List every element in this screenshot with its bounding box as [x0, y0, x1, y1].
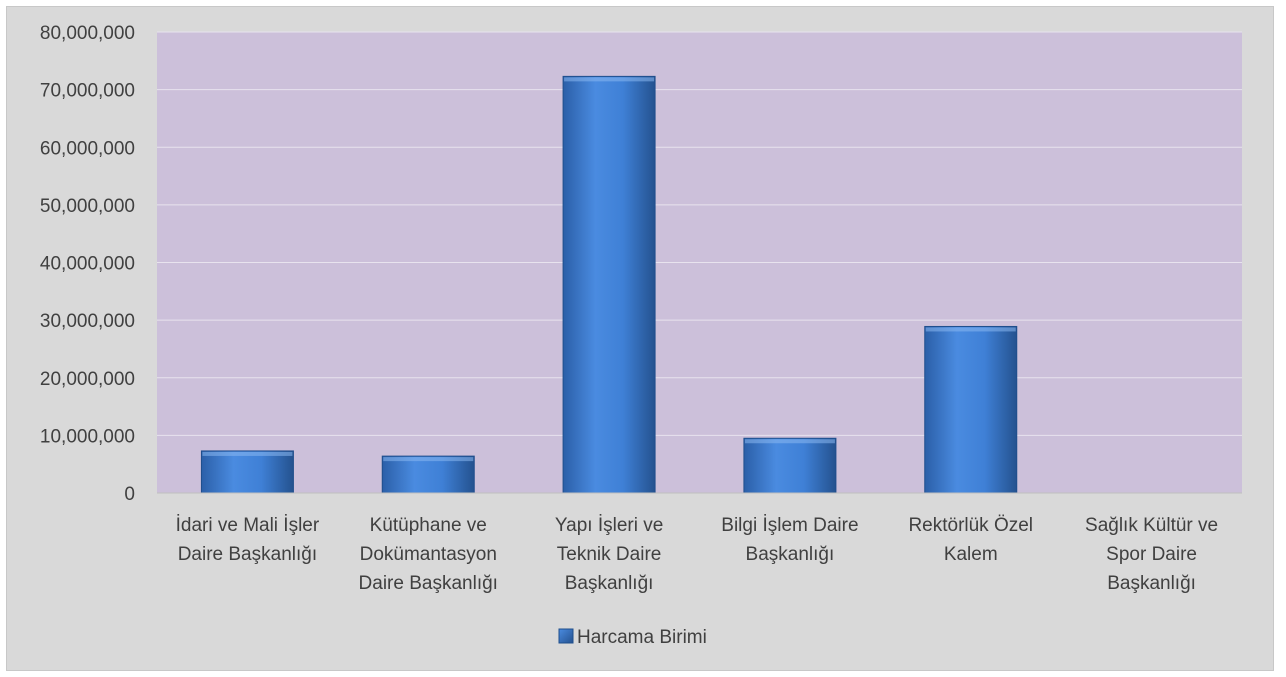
y-tick-label: 20,000,000: [40, 369, 135, 390]
legend-label: Harcama Birimi: [577, 627, 707, 648]
y-tick-label: 50,000,000: [40, 196, 135, 217]
y-tick-label: 80,000,000: [40, 23, 135, 44]
y-tick-label: 60,000,000: [40, 138, 135, 159]
x-axis-category-labels: İdari ve Mali İşler Daire Başkanlığı Kütüp…: [176, 515, 1219, 594]
bar-top-highlight: [202, 451, 293, 456]
bar-top-highlight: [744, 439, 835, 444]
x-category-label: Kütüphane ve Dokümantasyon Daire Başkanlığ…: [359, 515, 498, 594]
bar: [562, 75, 656, 494]
bar-top-highlight: [383, 457, 474, 462]
y-tick-label: 0: [124, 484, 135, 505]
bar: [381, 455, 475, 494]
bar: [200, 450, 294, 494]
gridlines: [157, 31, 1242, 436]
y-axis-tick-labels: 0 10,000,000 20,000,000 30,000,000 40,000,00…: [40, 23, 135, 505]
legend-swatch: [558, 628, 574, 644]
y-tick-label: 40,000,000: [40, 254, 135, 275]
x-category-label: Yapı İşleri ve Teknik Daire Başkanlığı: [555, 515, 663, 594]
y-tick-label: 30,000,000: [40, 311, 135, 332]
x-category-label: Bilgi İşlem Daire Başkanlığı: [721, 515, 858, 565]
bar-top-highlight: [925, 327, 1016, 332]
legend: Harcama Birimi: [558, 627, 707, 648]
x-category-label: Rektörlük Özel Kalem: [908, 515, 1033, 565]
x-category-label: İdari ve Mali İşler Daire Başkanlığı: [176, 515, 320, 565]
x-category-label: Sağlık Kültür ve Spor Daire Başkanlığı: [1085, 515, 1218, 594]
bar: [924, 325, 1018, 494]
bar: [743, 437, 837, 494]
y-tick-label: 70,000,000: [40, 81, 135, 102]
bars: [200, 75, 1018, 494]
bar-top-highlight: [564, 77, 655, 82]
y-tick-label: 10,000,000: [40, 426, 135, 447]
